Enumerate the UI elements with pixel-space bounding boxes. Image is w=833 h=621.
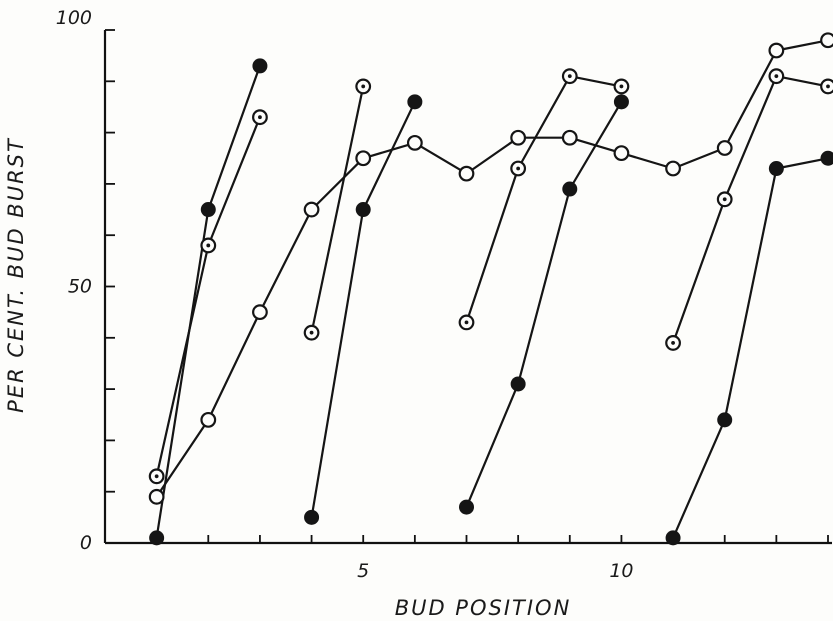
y-tick-label: 50 xyxy=(68,276,92,298)
series-line xyxy=(672,75,829,344)
data-point-filled xyxy=(407,94,423,110)
series-line xyxy=(155,39,829,498)
data-point-open xyxy=(768,42,785,59)
series-points xyxy=(148,32,833,546)
data-point-dotted xyxy=(252,109,268,126)
data-point-filled xyxy=(510,376,526,392)
data-point-open xyxy=(613,145,630,162)
series-line xyxy=(465,75,622,323)
data-point-filled xyxy=(149,530,165,546)
data-point-dotted xyxy=(458,314,475,331)
x-tick-label: 10 xyxy=(609,560,633,582)
x-tick-label: 5 xyxy=(357,560,369,582)
data-point-open xyxy=(200,411,217,428)
data-point-open xyxy=(148,488,165,505)
data-point-dotted xyxy=(303,324,320,341)
data-point-filled xyxy=(820,150,833,166)
data-point-open xyxy=(665,160,681,177)
data-point-dotted xyxy=(613,78,630,95)
data-point-open xyxy=(252,304,268,321)
data-point-dotted xyxy=(665,335,681,351)
series-line xyxy=(155,65,261,539)
data-point-open xyxy=(355,150,372,167)
data-point-filled xyxy=(355,202,371,218)
data-point-filled xyxy=(613,94,629,110)
data-point-dotted xyxy=(510,160,527,177)
axes xyxy=(103,29,832,545)
series-line xyxy=(672,157,829,539)
series-line xyxy=(310,86,365,333)
data-point-filled xyxy=(768,161,784,177)
data-point-dotted xyxy=(148,468,165,485)
data-point-filled xyxy=(200,202,216,218)
x-axis-title: BUD POSITION xyxy=(395,596,572,620)
data-point-open xyxy=(303,201,320,218)
data-point-filled xyxy=(562,181,578,197)
data-point-filled xyxy=(304,509,320,525)
data-point-open xyxy=(561,129,578,146)
y-tick-label: 100 xyxy=(56,7,92,29)
series-line xyxy=(465,101,623,508)
y-axis-title: PER CENT. BUD BURST xyxy=(4,137,28,413)
data-point-dotted xyxy=(716,191,733,208)
data-point-dotted xyxy=(768,68,785,85)
data-point-dotted xyxy=(200,237,217,254)
data-point-open xyxy=(406,134,423,151)
y-tick-label: 0 xyxy=(80,532,92,554)
data-point-open xyxy=(510,129,527,146)
data-point-filled xyxy=(252,58,268,74)
data-point-dotted xyxy=(561,68,578,85)
data-point-dotted xyxy=(355,78,372,95)
data-point-open xyxy=(820,32,833,49)
data-point-filled xyxy=(459,499,474,515)
data-point-filled xyxy=(665,530,681,546)
data-point-open xyxy=(458,165,475,182)
data-point-dotted xyxy=(820,78,833,95)
data-point-filled xyxy=(717,412,733,428)
data-point-open xyxy=(716,140,733,156)
